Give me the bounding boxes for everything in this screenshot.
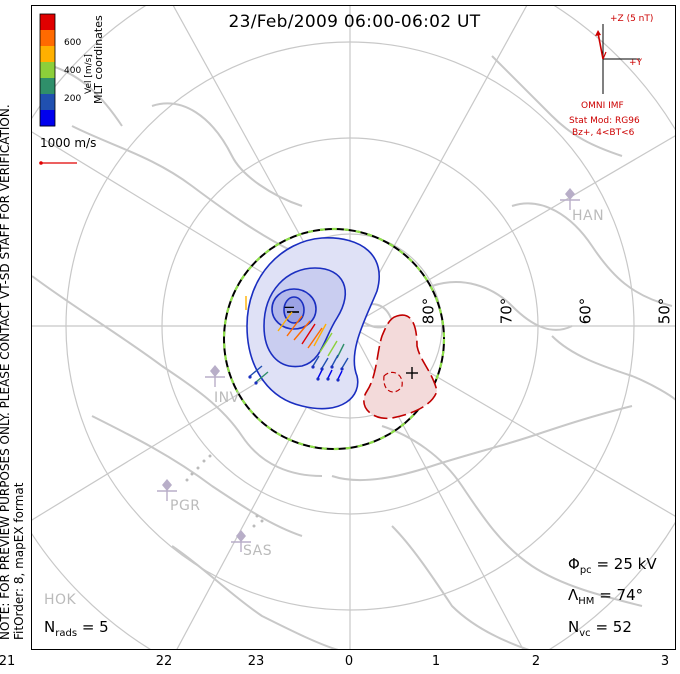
latitude-label-60: 60° bbox=[576, 297, 595, 325]
map-panel: 23/Feb/2009 06:00-06:02 UT HAN INV PGR S… bbox=[31, 5, 676, 650]
latitude-label-80: 80° bbox=[419, 297, 438, 325]
mlt-tick-1: 1 bbox=[431, 654, 441, 669]
station-label-han: HAN bbox=[572, 208, 605, 224]
radar-field-points bbox=[185, 454, 264, 528]
mlt-tick-22: 22 bbox=[155, 654, 173, 669]
colorbar-segment bbox=[40, 46, 55, 63]
colorbar-segment bbox=[40, 62, 55, 79]
colorbar-tick-200: 200 bbox=[64, 94, 82, 104]
preview-note: NOTE: FOR PREVIEW PURPOSES ONLY. PLEASE … bbox=[0, 104, 12, 640]
mlt-tick-21: 21 bbox=[0, 654, 16, 669]
coastlines bbox=[32, 55, 675, 649]
velocity-colorbar bbox=[39, 13, 56, 127]
colorbar-segment bbox=[40, 110, 55, 127]
station-label-inv: INV bbox=[214, 390, 240, 406]
colorbar-frame bbox=[39, 13, 56, 127]
mlt-tick-2: 2 bbox=[531, 654, 541, 669]
negative-cell-sign: − bbox=[283, 298, 296, 316]
station-markers bbox=[162, 188, 575, 542]
fit-order-note: FitOrder: 8, mapEX format bbox=[12, 482, 26, 640]
imf-z-axis-label: +Z (5 nT) bbox=[610, 14, 654, 24]
colorbar-segment bbox=[40, 94, 55, 111]
mlt-tick-0: 0 bbox=[344, 654, 354, 669]
colorbar-segment bbox=[40, 78, 55, 95]
hm-boundary-latitude: ΛHM = 74° bbox=[568, 586, 644, 607]
cross-polar-cap-potential: Φpc = 25 kV bbox=[568, 555, 657, 576]
coordinate-system-label: MLT coordinates bbox=[92, 15, 105, 104]
mlt-tick-3: 3 bbox=[660, 654, 670, 669]
velocity-vectors bbox=[245, 296, 349, 383]
colorbar-segment bbox=[40, 30, 55, 47]
mlt-tick-23: 23 bbox=[247, 654, 265, 669]
station-label-hok: HOK bbox=[44, 592, 77, 608]
latitude-label-70: 70° bbox=[497, 297, 516, 325]
station-label-sas: SAS bbox=[243, 543, 273, 559]
radar-count: Nrads = 5 bbox=[44, 618, 109, 639]
plot-title: 23/Feb/2009 06:00-06:02 UT bbox=[228, 12, 481, 32]
colorbar-segment bbox=[40, 14, 55, 31]
station-crosses bbox=[157, 190, 580, 552]
imf-source-label: OMNI IMF bbox=[581, 101, 624, 111]
colorbar-tick-400: 400 bbox=[64, 66, 82, 76]
polar-map bbox=[32, 6, 675, 649]
vector-origin-dots bbox=[248, 365, 344, 385]
imf-condition-label: Bz+, 4<BT<6 bbox=[572, 128, 635, 138]
latitude-label-50: 50° bbox=[655, 297, 674, 325]
vector-scale-label: 1000 m/s bbox=[40, 136, 97, 150]
station-label-pgr: PGR bbox=[170, 498, 201, 514]
dawn-cell-outer bbox=[363, 314, 438, 420]
imf-y-axis-label: +Y bbox=[629, 58, 643, 68]
colorbar-tick-600: 600 bbox=[64, 38, 82, 48]
stat-model-label: Stat Mod: RG96 bbox=[569, 116, 640, 126]
vector-count: Nvc = 52 bbox=[568, 618, 632, 639]
